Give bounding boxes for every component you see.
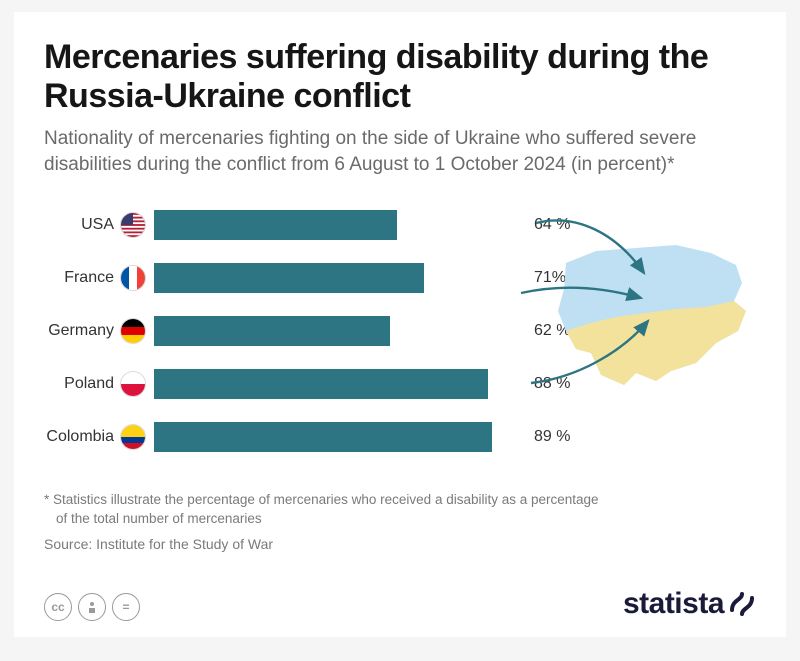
nd-icon: = bbox=[112, 593, 140, 621]
bar-value: 89 % bbox=[534, 428, 570, 446]
bar-row: USA 64 % bbox=[44, 203, 534, 247]
bar-track: 62 % bbox=[154, 316, 534, 346]
row-label: Germany bbox=[44, 322, 120, 340]
footnote-line2: of the total number of mercenaries bbox=[44, 510, 684, 528]
row-label: France bbox=[44, 269, 120, 287]
chart-area: USA 64 % France 71% Germany bbox=[44, 203, 756, 483]
bar-row: France 71% bbox=[44, 256, 534, 300]
bar: 89 % bbox=[154, 422, 492, 452]
row-label: USA bbox=[44, 216, 120, 234]
brand-mark-icon bbox=[728, 590, 756, 618]
bar-rows: USA 64 % France 71% Germany bbox=[44, 203, 534, 459]
bar-row: Poland 88 % bbox=[44, 362, 534, 406]
flag-icon-france bbox=[120, 265, 146, 291]
bar-track: 64 % bbox=[154, 210, 534, 240]
chart-subtitle: Nationality of mercenaries fighting on t… bbox=[44, 126, 734, 177]
bar: 88 % bbox=[154, 369, 488, 399]
license-icons: cc = bbox=[44, 593, 140, 621]
footnote-line1: * Statistics illustrate the percentage o… bbox=[44, 492, 599, 507]
ukraine-map-icon bbox=[506, 203, 766, 423]
bar-track: 71% bbox=[154, 263, 534, 293]
flag-icon-usa bbox=[120, 212, 146, 238]
by-icon bbox=[78, 593, 106, 621]
brand-logo: statista bbox=[623, 587, 756, 621]
footer: cc = statista bbox=[44, 587, 756, 621]
row-label: Colombia bbox=[44, 428, 120, 446]
bar-track: 89 % bbox=[154, 422, 534, 452]
brand-text: statista bbox=[623, 587, 724, 621]
bar-track: 88 % bbox=[154, 369, 534, 399]
bar-row: Germany 62 % bbox=[44, 309, 534, 353]
bar: 71% bbox=[154, 263, 424, 293]
footnote: * Statistics illustrate the percentage o… bbox=[44, 491, 684, 527]
source-line: Source: Institute for the Study of War bbox=[44, 536, 756, 552]
row-label: Poland bbox=[44, 375, 120, 393]
flag-icon-poland bbox=[120, 371, 146, 397]
cc-icon: cc bbox=[44, 593, 72, 621]
infographic-card: Mercenaries suffering disability during … bbox=[14, 12, 786, 637]
flag-icon-germany bbox=[120, 318, 146, 344]
bar: 64 % bbox=[154, 210, 397, 240]
flag-icon-colombia bbox=[120, 424, 146, 450]
bar-row: Colombia 89 % bbox=[44, 415, 534, 459]
chart-title: Mercenaries suffering disability during … bbox=[44, 38, 756, 116]
bar: 62 % bbox=[154, 316, 390, 346]
